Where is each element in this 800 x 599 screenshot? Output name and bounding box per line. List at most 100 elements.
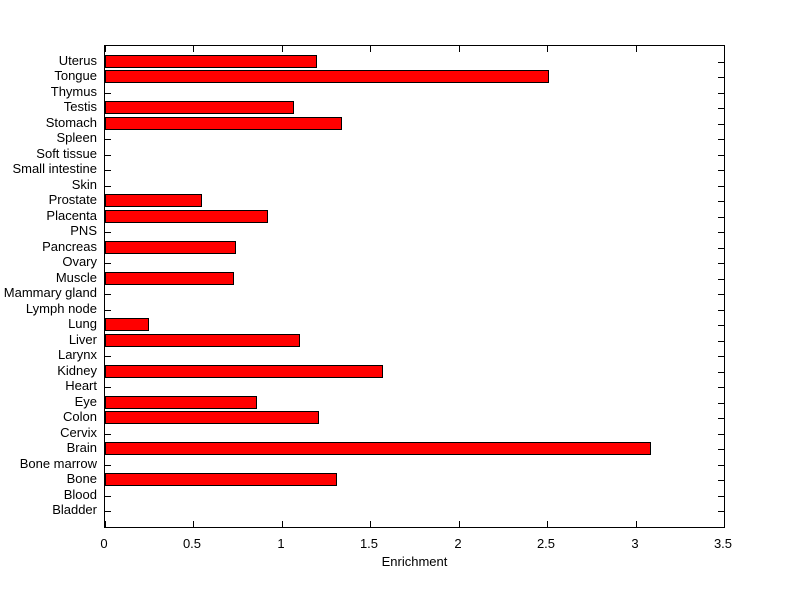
y-tick [718,124,724,125]
y-tick-label: Testis [63,99,97,114]
y-tick-label: Kidney [57,363,97,378]
x-tick [370,46,371,52]
y-tick-label: Ovary [62,254,97,269]
y-tick-label: Eye [74,394,97,409]
bar-prostate [105,194,202,207]
y-tick-label: Colon [63,409,97,424]
y-tick [718,93,724,94]
y-tick-label: Brain [66,440,97,455]
y-tick [105,186,111,187]
x-tick [636,46,637,52]
plot-area [104,45,725,528]
y-tick-label: Larynx [57,347,97,362]
y-tick [105,356,111,357]
x-tick [193,521,194,527]
y-tick [105,263,111,264]
y-tick-label: Bone [66,471,97,486]
bar-brain [105,442,651,455]
x-tick [459,46,460,52]
y-tick [718,496,724,497]
bar-uterus [105,55,317,68]
y-tick [718,511,724,512]
x-tick [724,521,725,527]
y-tick [718,449,724,450]
bar-bone [105,473,337,486]
y-tick-label: Prostate [48,192,97,207]
y-tick-label: Liver [68,332,97,347]
x-tick-label: 2.5 [536,536,556,551]
y-tick-label: Stomach [45,115,97,130]
y-tick-label: Thymus [50,84,97,99]
y-tick-label: Heart [65,378,97,393]
y-tick-label: Skin [71,177,97,192]
y-tick [718,139,724,140]
y-tick [718,310,724,311]
x-tick-label: 2 [454,536,462,551]
y-tick-label: Pancreas [42,239,97,254]
y-tick [105,434,111,435]
y-tick [718,279,724,280]
y-tick [105,496,111,497]
y-tick [718,372,724,373]
y-tick-label: Bladder [52,502,97,517]
y-tick-label: Lung [68,316,97,331]
y-tick [105,465,111,466]
y-tick [105,232,111,233]
x-tick-label: 1 [277,536,285,551]
y-tick [718,217,724,218]
y-tick-label: Placenta [46,208,97,223]
x-tick [370,521,371,527]
y-tick [718,341,724,342]
y-tick [718,155,724,156]
y-tick-label: PNS [70,223,97,238]
y-tick-label: Blood [63,487,97,502]
y-tick [718,434,724,435]
x-axis-label: Enrichment [381,554,448,569]
y-tick [105,170,111,171]
y-tick [105,310,111,311]
y-tick [718,108,724,109]
y-tick [718,170,724,171]
x-tick-label: 3 [631,536,639,551]
bar-colon [105,411,319,424]
y-tick-label: Small intestine [12,161,97,176]
y-tick [105,511,111,512]
y-tick [718,62,724,63]
y-tick [718,77,724,78]
y-tick [718,294,724,295]
y-tick [718,418,724,419]
y-tick-label: Soft tissue [36,146,97,161]
x-tick [547,521,548,527]
y-tick [105,294,111,295]
y-tick-label: Mammary gland [3,285,97,300]
x-tick [105,46,106,52]
bar-muscle [105,272,234,285]
y-tick-label: Spleen [56,130,97,145]
x-tick [636,521,637,527]
bar-lung [105,318,149,331]
x-tick-label: 3.5 [713,536,733,551]
y-tick-label: Tongue [54,68,97,83]
y-tick [718,403,724,404]
y-tick [718,201,724,202]
y-tick [718,480,724,481]
x-tick-label: 0 [100,536,108,551]
bar-eye [105,396,257,409]
y-tick [718,232,724,233]
y-tick [105,139,111,140]
y-tick [105,155,111,156]
bar-tongue [105,70,549,83]
x-tick [459,521,460,527]
x-tick [547,46,548,52]
y-tick-label: Bone marrow [19,456,97,471]
y-tick [718,248,724,249]
y-tick [105,387,111,388]
bar-placenta [105,210,268,223]
y-tick-label: Cervix [60,425,97,440]
y-tick [718,387,724,388]
bar-stomach [105,117,342,130]
bar-liver [105,334,300,347]
y-tick [105,93,111,94]
y-tick-label: Muscle [55,270,97,285]
